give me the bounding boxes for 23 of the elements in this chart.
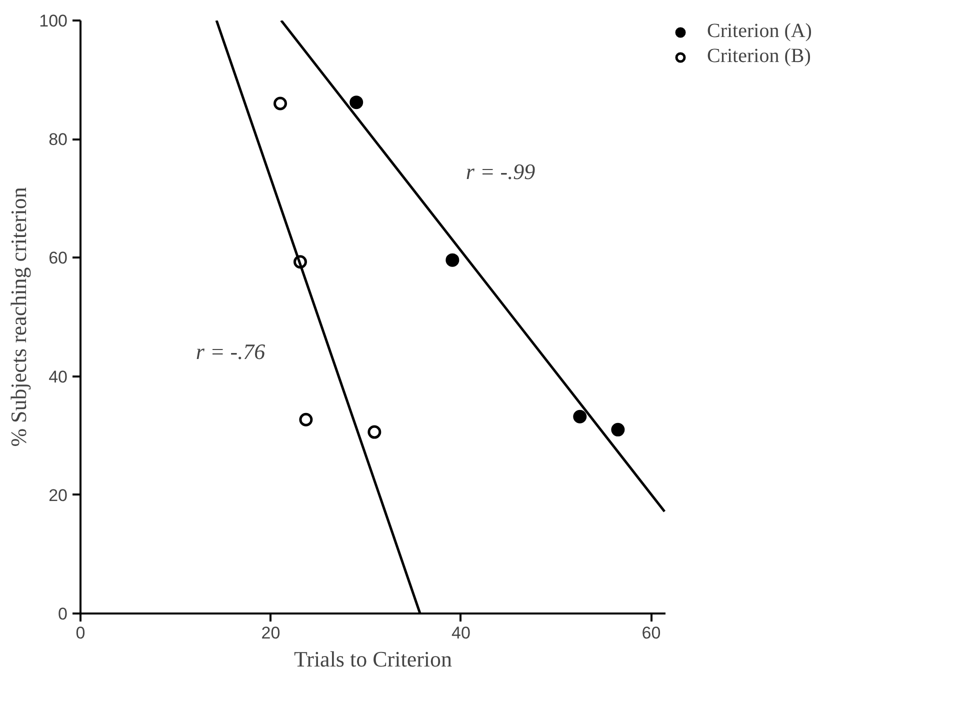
y-tick-label: 0: [58, 604, 68, 624]
y-tick-label: 80: [48, 130, 68, 150]
legend-label: Criterion (A): [707, 20, 812, 43]
point: [299, 412, 313, 426]
point: [611, 422, 625, 436]
x-axis-title: Trials to Criterion: [294, 646, 452, 672]
y-tick-label: 40: [48, 367, 68, 386]
point: [368, 425, 382, 439]
point: [350, 96, 364, 110]
legend-label: Criterion (B): [707, 45, 811, 68]
y-tick-label: 100: [39, 12, 68, 30]
y-tick-label: 20: [48, 486, 68, 505]
y-axis-title: % Subjects reaching criterion: [6, 187, 32, 447]
annotation: r = -.76: [196, 339, 266, 364]
x-tick-label: 20: [261, 624, 280, 642]
y-tick-label: 60: [48, 248, 68, 268]
x-tick-label: 60: [642, 624, 661, 642]
point: [446, 253, 460, 267]
x-tick-label: 0: [76, 624, 86, 642]
point: [573, 410, 587, 424]
annotation: r = -.99: [466, 159, 536, 184]
x-tick-label: 40: [452, 624, 470, 642]
point: [274, 96, 288, 110]
